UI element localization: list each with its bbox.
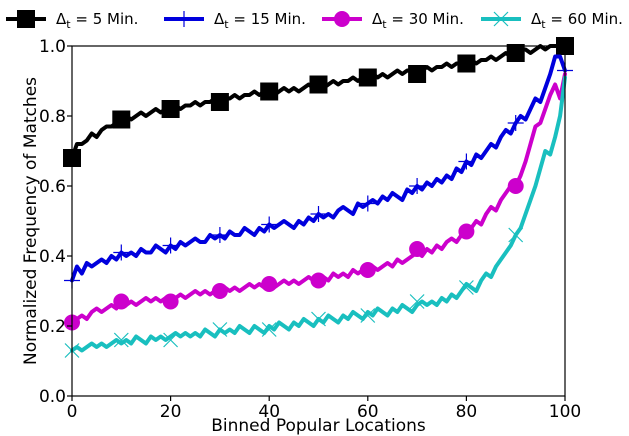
- x-tick-label: 20: [160, 402, 182, 422]
- plot-frame: [71, 45, 566, 397]
- data-point: [506, 44, 525, 62]
- legend-label: Δt = 15 Min.: [214, 10, 306, 31]
- data-point: [360, 308, 376, 323]
- y-tick-label: 1.0: [39, 37, 66, 57]
- data-point: [113, 293, 130, 310]
- data-point: [261, 216, 278, 233]
- data-point: [409, 241, 426, 257]
- data-point: [458, 223, 475, 240]
- data-point: [261, 322, 277, 337]
- series-1: [63, 37, 574, 167]
- y-axis-title: Normalized Frequency of Matches: [21, 77, 41, 365]
- data-point: [310, 206, 327, 222]
- data-point: [211, 227, 228, 243]
- legend: Δt = 5 Min. Δt = 15 Min. Δt = 30 Min. Δt = …: [6, 10, 623, 31]
- data-point: [163, 332, 179, 348]
- data-point: [359, 195, 376, 212]
- legend-marker: [176, 11, 192, 27]
- data-point: [458, 153, 475, 170]
- legend-label: Δt = 30 Min.: [372, 10, 464, 31]
- data-point: [311, 311, 326, 327]
- y-tick-label: 0.0: [39, 387, 66, 407]
- legend-item: Δt = 15 Min.: [164, 10, 306, 31]
- y-tick-label: 0.2: [39, 317, 66, 337]
- series-line: [70, 44, 567, 160]
- data-point: [162, 293, 179, 310]
- data-point: [309, 75, 328, 94]
- x-tick-label: 80: [456, 402, 478, 422]
- data-point: [161, 100, 180, 118]
- data-point: [409, 294, 425, 309]
- data-point: [458, 280, 474, 295]
- y-tick-label: 0.8: [39, 107, 66, 127]
- data-point: [261, 276, 278, 292]
- data-point: [507, 115, 524, 131]
- legend-marker: [334, 11, 350, 27]
- data-point: [211, 283, 228, 299]
- legend-item: Δt = 30 Min.: [322, 10, 464, 31]
- x-axis: 0 20 40 60 80 100: [67, 396, 581, 422]
- data-point: [212, 322, 228, 337]
- legend-item: Δt = 60 Min.: [481, 10, 623, 31]
- data-point: [408, 65, 427, 83]
- data-point: [162, 237, 179, 254]
- data-point: [358, 68, 377, 87]
- series-4: [64, 75, 567, 358]
- data-point: [112, 110, 131, 129]
- legend-item: Δt = 5 Min.: [6, 10, 138, 31]
- data-point: [359, 262, 376, 278]
- x-tick-label: 0: [67, 402, 78, 422]
- data-point: [260, 82, 279, 101]
- data-point: [409, 178, 426, 194]
- y-tick-label: 0.4: [39, 247, 66, 267]
- plot-series: [63, 37, 574, 358]
- y-axis: 0.0 0.2 0.4 0.6 0.8 1.0: [39, 37, 72, 407]
- data-point: [508, 227, 524, 243]
- y-tick-label: 0.6: [39, 177, 66, 197]
- legend-label: Δt = 60 Min.: [531, 10, 623, 31]
- legend-label: Δt = 5 Min.: [56, 10, 138, 31]
- legend-marker: [17, 10, 35, 28]
- data-point: [507, 178, 524, 194]
- data-point: [113, 244, 130, 261]
- x-tick-label: 60: [357, 402, 379, 422]
- legend-marker: [493, 11, 509, 27]
- data-point: [210, 93, 229, 111]
- data-point: [457, 54, 476, 73]
- x-tick-label: 100: [549, 402, 581, 422]
- x-axis-title: Binned Popular Locations: [211, 416, 426, 436]
- data-point: [113, 332, 129, 348]
- data-point: [310, 272, 327, 289]
- x-tick-label: 40: [258, 402, 280, 422]
